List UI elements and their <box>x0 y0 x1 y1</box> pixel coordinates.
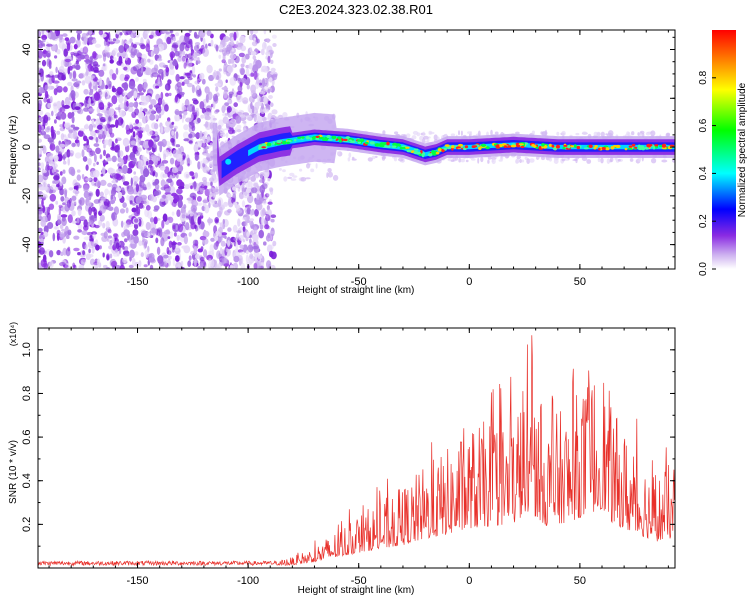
spectrogram-x-tick-label: -50 <box>351 276 367 288</box>
colorbar-tick-label: 0.4 <box>698 166 709 180</box>
colorbar-tick-label: 0.8 <box>698 70 709 84</box>
spectrogram-x-ticks: -150 -100 -50 0 50 <box>48 30 669 288</box>
snr-y-multiplier: (x10⁴) <box>8 322 18 346</box>
spectrogram-x-tick-label: 0 <box>466 276 472 288</box>
spectrogram-y-tick-label: 20 <box>21 92 33 104</box>
spectrogram-frame <box>37 29 676 270</box>
snr-y-tick-label: 0.4 <box>21 473 33 488</box>
spectrogram-x-label: Height of straight line (km) <box>298 285 415 296</box>
figure-title: C2E3.2024.323.02.38.R01 <box>279 2 433 17</box>
snr-panel: -150 -100 -50 0 50 0.2 0.4 0.6 0.8 1.0 Height of… <box>8 322 676 596</box>
spectrogram-x-tick-label: 50 <box>574 276 586 288</box>
spectrogram-y-ticks: -40 -20 0 20 40 <box>21 36 675 258</box>
colorbar-label: Normalized spectral amplitude <box>737 82 748 217</box>
spectrogram-y-tick-label: -40 <box>21 237 33 253</box>
colorbar-gradient <box>712 30 736 269</box>
snr-series-line <box>38 335 675 567</box>
spectrogram-y-tick-label: -20 <box>21 188 33 204</box>
snr-x-tick-label: -100 <box>237 575 259 587</box>
spectrogram-y-tick-label: 0 <box>21 144 33 150</box>
snr-x-tick-label: 50 <box>574 575 586 587</box>
snr-x-label: Height of straight line (km) <box>298 585 415 596</box>
snr-y-tick-label: 0.2 <box>21 517 33 532</box>
snr-x-tick-label: 0 <box>466 575 472 587</box>
spectrogram-heatmap <box>38 30 675 269</box>
colorbar-tick-label: 0.0 <box>698 262 709 276</box>
snr-x-tick-label: -50 <box>351 575 367 587</box>
snr-y-label: SNR (10 * v/v) <box>8 440 19 504</box>
snr-y-tick-label: 0.6 <box>21 429 33 444</box>
spectrogram-x-tick-label: -150 <box>127 276 149 288</box>
snr-y-tick-label: 1.0 <box>21 342 33 357</box>
snr-x-ticks: -150 -100 -50 0 50 <box>48 328 669 587</box>
snr-y-tick-label: 0.8 <box>21 386 33 401</box>
colorbar-tick-label: 0.2 <box>698 214 709 228</box>
colorbar: 0.0 0.2 0.4 0.6 0.8 Normalized spectral ampl… <box>698 30 748 276</box>
spectrogram-panel: -150 -100 -50 0 50 -40 -20 0 20 40 Height of str… <box>8 29 676 296</box>
snr-y-ticks: 0.2 0.4 0.6 0.8 1.0 <box>21 342 675 547</box>
spectrogram-y-label: Frequency (Hz) <box>8 116 19 185</box>
colorbar-ticks: 0.0 0.2 0.4 0.6 0.8 <box>698 70 716 276</box>
snr-x-tick-label: -150 <box>127 575 149 587</box>
spectrogram-y-tick-label: 40 <box>21 43 33 55</box>
spectrogram-x-tick-label: -100 <box>237 276 259 288</box>
snr-frame <box>37 327 676 569</box>
colorbar-tick-label: 0.6 <box>698 118 709 132</box>
